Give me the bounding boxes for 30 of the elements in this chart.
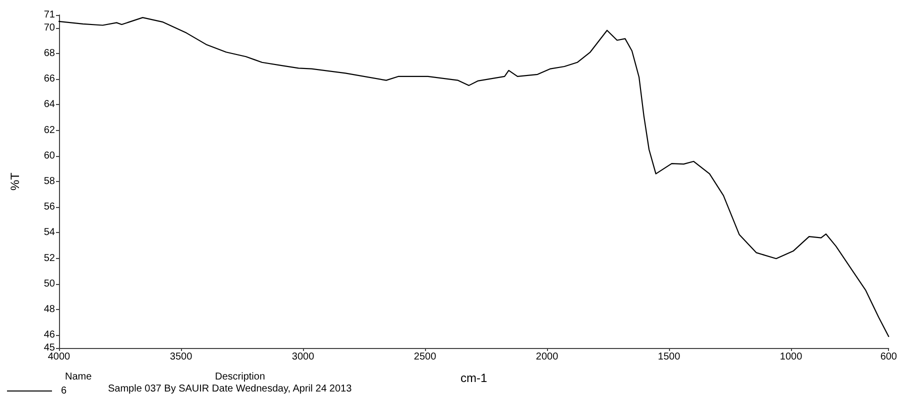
y-tick-label: 64 [44, 99, 56, 110]
y-tick-label: 58 [44, 176, 56, 187]
y-tick-label: 66 [44, 74, 56, 85]
x-tick-label: 2500 [414, 352, 437, 362]
x-tick-label: 4000 [48, 352, 71, 362]
x-axis-title: cm-1 [460, 371, 488, 385]
y-tick-label: 71 [44, 10, 56, 20]
y-tick-label: 50 [44, 278, 56, 290]
text: Sample 037 By SAUIR Date Wednesday, April 24 2013 [108, 384, 352, 394]
y-tick-label: 70 [44, 22, 56, 34]
line-series [58, 17, 890, 338]
y-tick-label: 68 [44, 48, 56, 59]
x-tick-label: 600 [880, 352, 898, 362]
x-tick-label: 3500 [170, 352, 193, 362]
legend-label: 6 [61, 386, 67, 396]
y-tick-label: 62 [44, 124, 56, 136]
text: Name [65, 372, 92, 382]
y-tick-label: 54 [44, 227, 56, 238]
y-tick-label: 46 [44, 330, 56, 341]
y-tick-label: 56 [44, 202, 56, 213]
y-tick-label: 60 [44, 150, 56, 162]
text: Description [215, 372, 266, 382]
y-tick-label: 48 [44, 304, 56, 316]
y-tick-label: 52 [44, 252, 56, 264]
y-tick-label: 45 [44, 342, 56, 354]
x-tick-label: 1500 [658, 352, 681, 362]
y-axis-title: %T [8, 172, 22, 190]
x-tick-label: 3000 [292, 352, 315, 362]
x-tick-label: 2000 [536, 352, 559, 362]
x-tick-label: 1000 [780, 352, 803, 362]
